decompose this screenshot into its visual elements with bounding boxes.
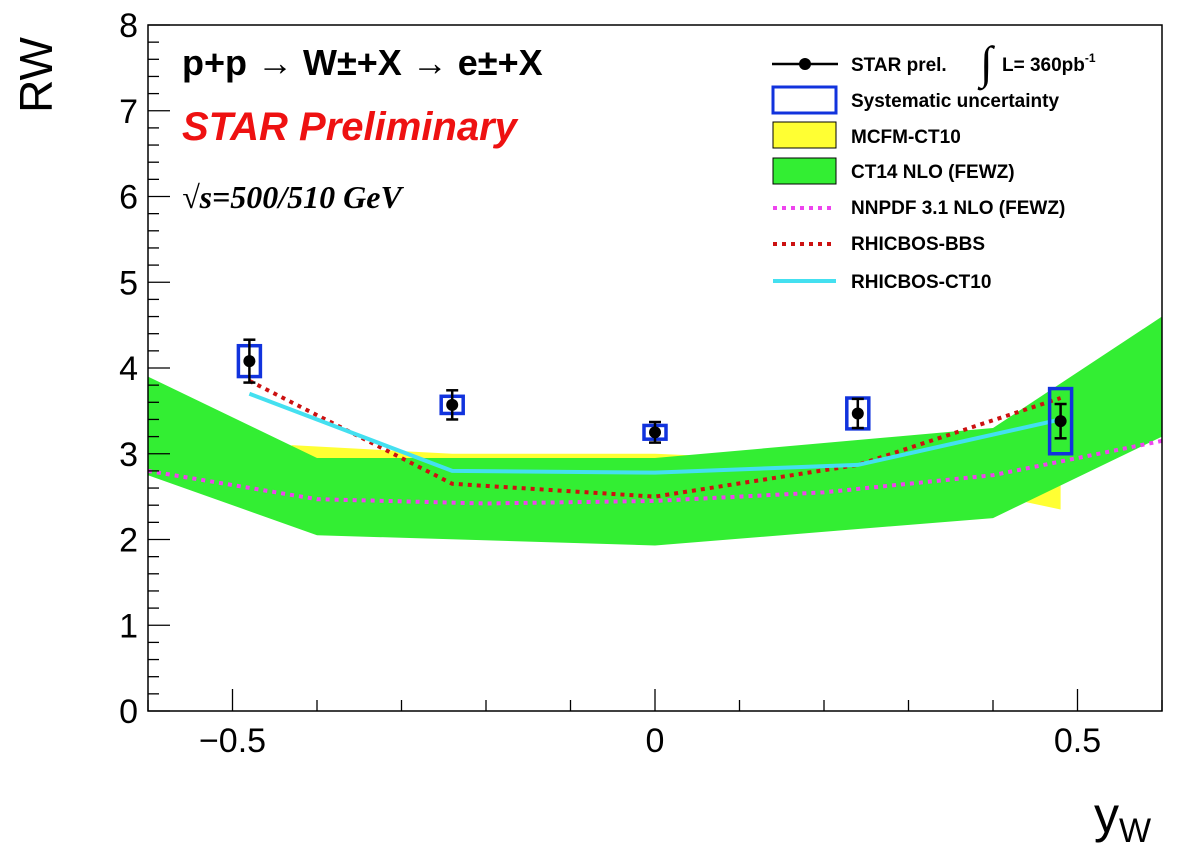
y-tick-label: 5 [119, 264, 138, 302]
legend-entry-rhicbos-ct10: RHICBOS-CT10 [773, 272, 991, 293]
y-tick-label: 6 [119, 179, 138, 217]
legend: STAR prel. ∫ L= 360pb-1 Systematic uncer… [771, 37, 1096, 293]
legend-lumi-value: L= 360pb [1002, 55, 1085, 76]
data-point-3 [851, 407, 864, 420]
y-tick-label: 8 [119, 7, 138, 45]
y-tick-label: 0 [119, 693, 138, 731]
legend-label-rhicbos-bbs: RHICBOS-BBS [851, 234, 985, 255]
star-preliminary-label: STAR Preliminary [182, 105, 519, 149]
band-ct14-nlo-fewz- [148, 316, 1162, 546]
legend-label-systematic: Systematic uncertainty [851, 91, 1059, 112]
data-point-2 [649, 426, 661, 439]
legend-lumi: L= 360pb-1 [1002, 51, 1096, 76]
legend-entry-nnpdf: NNPDF 3.1 NLO (FEWZ) [773, 198, 1065, 219]
legend-swatch-ct14 [772, 157, 837, 185]
y-tick-label: 3 [119, 436, 138, 474]
theory-curves [148, 379, 1162, 506]
x-tick-label: 0 [646, 722, 665, 760]
data-points [236, 338, 1074, 456]
data-point-1 [446, 398, 459, 411]
curve-nnpdf-3-1-nlo-fewz- [148, 438, 1162, 506]
sys-box-4 [1047, 386, 1074, 456]
legend-swatch-systematic [771, 85, 838, 115]
legend-entry-star-prel: STAR prel. ∫ L= 360pb-1 [772, 37, 1096, 91]
legend-lumi-sup: -1 [1085, 51, 1096, 65]
legend-label-star-prel: STAR prel. [851, 55, 947, 76]
process-annotation: p+p → W±+X → e±+X [182, 42, 543, 83]
y-tick-label: 2 [119, 522, 138, 560]
x-axis-label-main: y [1094, 787, 1119, 843]
y-tick-label: 7 [119, 93, 138, 131]
x-axis-label: yW [1094, 787, 1151, 850]
theory-bands [148, 316, 1162, 546]
x-axis-label-sub: W [1119, 812, 1151, 850]
y-tick-label: 4 [119, 350, 138, 388]
legend-label-rhicbos-ct10: RHICBOS-CT10 [851, 272, 991, 293]
y-axis-label: RW [10, 37, 62, 113]
energy-annotation: √s=500/510 GeV [182, 179, 404, 215]
legend-marker-dot [799, 58, 811, 70]
curve-rhicbos-ct10 [248, 391, 1062, 475]
legend-entry-ct14: CT14 NLO (FEWZ) [772, 157, 1015, 185]
legend-entry-rhicbos-bbs: RHICBOS-BBS [773, 234, 985, 255]
axis-ticks: 0 1 2 3 4 5 6 7 8 −0.5 0 0.5 [119, 7, 1163, 760]
data-point-4 [1054, 415, 1067, 428]
y-tick-label: 1 [119, 607, 138, 645]
integral-icon: ∫ [977, 37, 995, 91]
x-tick-label: 0.5 [1054, 722, 1101, 760]
data-point-0 [243, 355, 256, 368]
legend-label-mcfm: MCFM-CT10 [851, 127, 961, 148]
legend-swatch-mcfm [772, 121, 837, 149]
legend-entry-mcfm: MCFM-CT10 [772, 121, 961, 149]
x-tick-label: −0.5 [199, 722, 266, 760]
legend-entry-systematic: Systematic uncertainty [771, 85, 1059, 115]
legend-label-ct14: CT14 NLO (FEWZ) [851, 162, 1015, 183]
legend-label-nnpdf: NNPDF 3.1 NLO (FEWZ) [851, 198, 1065, 219]
